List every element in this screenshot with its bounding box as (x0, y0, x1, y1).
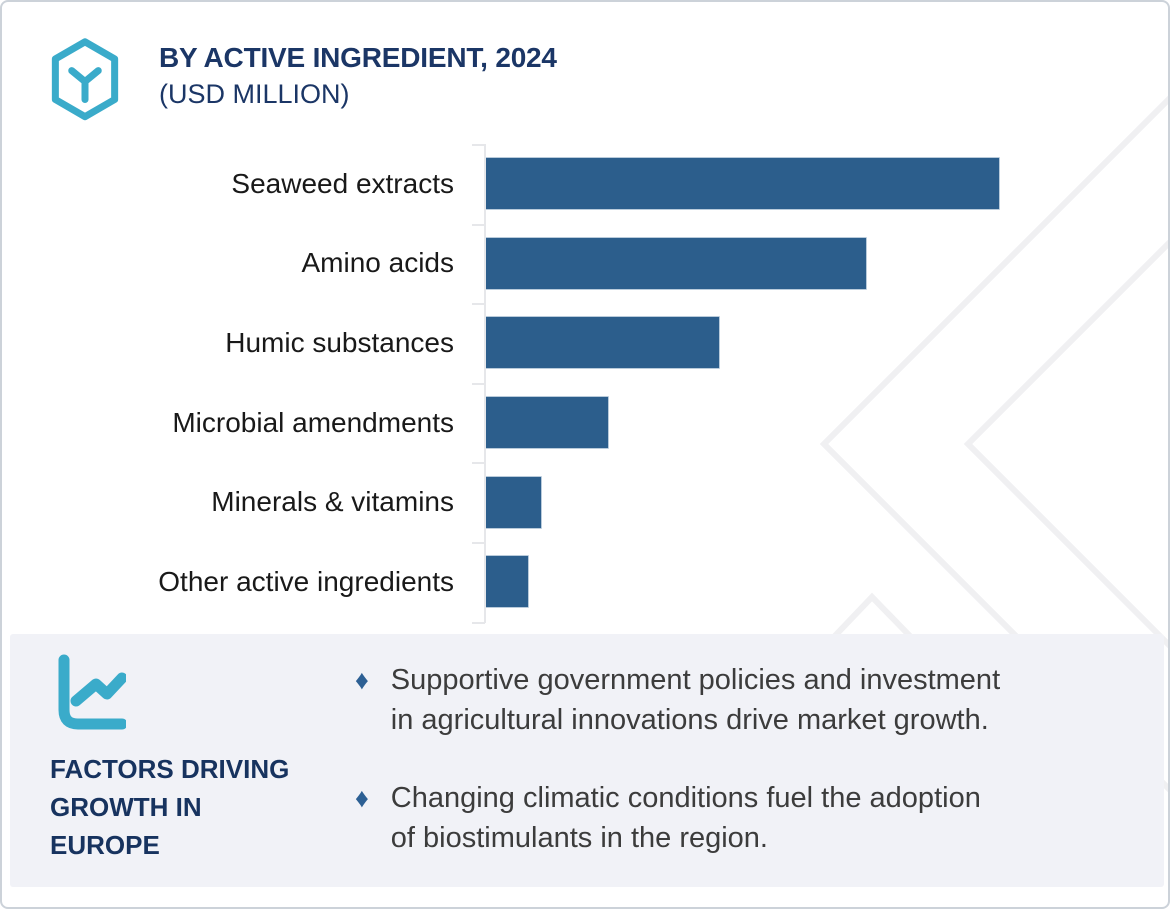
bar-label: Minerals & vitamins (211, 486, 454, 518)
bar-row: Microbial amendments (2, 383, 1168, 463)
bullet-item: ♦ Supportive government policies and inv… (355, 660, 1155, 740)
axis-tick (472, 223, 485, 226)
bar-area (454, 157, 1168, 211)
axis-tick (472, 382, 485, 385)
factors-panel: FACTORS DRIVING GROWTH IN EUROPE ♦ Suppo… (10, 634, 1164, 887)
bar-label: Seaweed extracts (231, 167, 454, 199)
bar-label: Microbial amendments (172, 406, 454, 438)
axis-tick (472, 144, 485, 146)
bar-area (454, 396, 1168, 450)
bar-area (454, 236, 1168, 290)
bar-label: Other active ingredients (158, 565, 454, 597)
hexagon-y-logo-icon (51, 38, 119, 121)
factors-heading: FACTORS DRIVING GROWTH IN EUROPE (50, 754, 290, 860)
bar (485, 316, 720, 370)
axis-tick (472, 303, 485, 306)
bar (485, 396, 609, 450)
axis-tick (472, 542, 485, 544)
bar-label: Amino acids (301, 247, 454, 279)
bar-row: Seaweed extracts (2, 144, 1168, 224)
bar (485, 475, 542, 529)
bar (485, 157, 1000, 211)
bar-row: Minerals & vitamins (2, 462, 1168, 542)
bar (485, 555, 529, 609)
bar (485, 236, 867, 290)
page-subtitle: (USD MILLION) (159, 79, 350, 109)
bar-chart: Seaweed extracts Amino acids Humic subst… (2, 144, 1168, 622)
bullet-text: Supportive government policies and inves… (390, 664, 1001, 736)
page-title: BY ACTIVE INGREDIENT, 2024 (159, 42, 557, 73)
bar-row: Amino acids (2, 224, 1168, 304)
bar-row: Other active ingredients (2, 542, 1168, 622)
y-axis-line (484, 144, 486, 623)
bullet-text: Changing climatic conditions fuel the ad… (390, 782, 981, 854)
bar-row: Humic substances (2, 303, 1168, 383)
axis-tick (472, 621, 485, 624)
diamond-bullet-icon: ♦ (355, 783, 369, 813)
axis-tick (472, 462, 485, 465)
line-chart-icon (58, 654, 126, 730)
factors-bullet-list: ♦ Supportive government policies and inv… (355, 660, 1155, 896)
bar-area (454, 555, 1168, 609)
bullet-item: ♦ Changing climatic conditions fuel the … (355, 778, 1155, 858)
bar-area (454, 316, 1168, 370)
diamond-bullet-icon: ♦ (355, 665, 369, 695)
bar-area (454, 475, 1168, 529)
bar-label: Humic substances (225, 326, 454, 358)
header-title-block: BY ACTIVE INGREDIENT, 2024 (USD MILLION) (159, 42, 557, 110)
